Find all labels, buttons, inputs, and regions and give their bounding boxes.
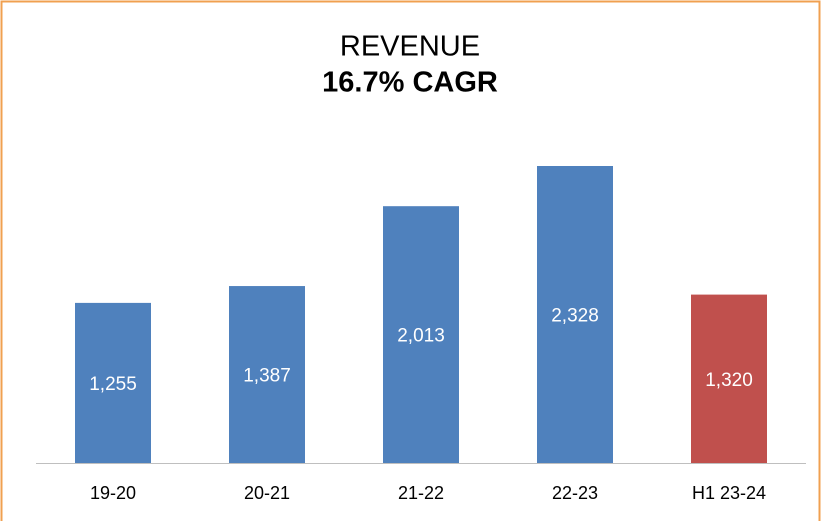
bar [229,286,305,463]
bar [383,206,459,463]
bar [537,166,613,463]
bar [75,302,151,463]
x-tick-label: 22-23 [552,483,598,503]
data-label: 2,328 [551,306,599,327]
bar [691,294,767,463]
x-tick-label: H1 23-24 [692,483,766,503]
x-tick-label: 21-22 [398,483,444,503]
x-tick-label: 19-20 [90,483,136,503]
data-label: 2,013 [397,326,445,347]
chart-title: REVENUE [340,31,480,63]
x-tick-label: 20-21 [244,483,290,503]
chart-subtitle: 16.7% CAGR [322,67,498,99]
data-label: 1,255 [89,374,137,395]
data-label: 1,387 [243,366,291,387]
data-label: 1,320 [705,370,753,391]
